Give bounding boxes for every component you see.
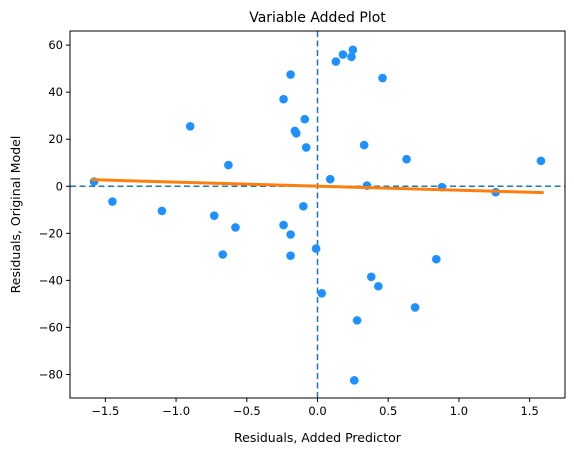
scatter-point — [291, 129, 301, 138]
scatter-point — [432, 254, 441, 264]
scatter-point — [300, 114, 310, 124]
y-tick-label: −60 — [39, 320, 63, 334]
scatter-point — [359, 140, 369, 150]
scatter-point — [209, 211, 219, 220]
scatter-point — [325, 174, 335, 184]
x-tick-label: 1.0 — [450, 404, 468, 418]
scatter-point — [279, 220, 288, 230]
scatter-point — [286, 230, 295, 239]
y-tick-label: 40 — [48, 85, 63, 99]
scatter-point — [279, 94, 288, 104]
scatter-point — [299, 201, 308, 211]
x-tick-label: 1.5 — [520, 404, 538, 418]
scatter-point — [286, 70, 295, 79]
fit-line — [91, 178, 544, 195]
scatter-point — [231, 223, 240, 232]
y-tick-label: −80 — [39, 367, 63, 381]
x-tick-label: −1.5 — [91, 404, 119, 418]
x-axis-label: Residuals, Added Predictor — [234, 430, 402, 445]
chart-title: Variable Added Plot — [249, 10, 386, 26]
scatter-point — [185, 121, 195, 131]
x-tick-label: 0.0 — [308, 404, 326, 418]
y-tick-label: 20 — [48, 132, 63, 146]
scatter-point — [286, 251, 295, 260]
scatter-point — [378, 73, 387, 83]
scatter-point — [349, 376, 359, 385]
x-tick-label: 0.5 — [379, 404, 397, 418]
scatter-point — [374, 281, 383, 291]
x-tick-label: −1.0 — [162, 404, 190, 418]
x-tick-label: −0.5 — [233, 404, 261, 418]
scatter-point — [224, 160, 233, 170]
scatter-point — [338, 50, 348, 59]
fit-line-group — [91, 178, 544, 195]
scatter-point — [311, 244, 321, 253]
scatter-point — [317, 289, 327, 298]
x-axis-ticks: −1.5 −1.0 −0.5 0.0 0.5 1.0 1.5 — [91, 398, 539, 418]
y-tick-label: 60 — [48, 38, 63, 52]
y-axis-label: Residuals, Original Model — [8, 136, 23, 294]
scatter-point — [301, 143, 311, 152]
y-axis-ticks: −80 −60 −40 −20 0 20 40 60 — [39, 38, 70, 381]
scatter-point — [347, 52, 356, 62]
scatter-point — [352, 316, 362, 325]
y-tick-label: −40 — [39, 273, 63, 287]
scatter-point — [218, 250, 228, 259]
scatter-point — [366, 272, 376, 282]
scatter-point — [108, 197, 117, 206]
scatter-point — [348, 45, 358, 55]
scatter-point — [402, 154, 411, 164]
scatter-point — [410, 303, 420, 312]
scatter-point — [536, 156, 546, 166]
scatter-point — [157, 206, 167, 216]
y-tick-label: −20 — [39, 226, 63, 240]
y-tick-label: 0 — [56, 179, 63, 193]
scatter-point — [331, 57, 341, 66]
